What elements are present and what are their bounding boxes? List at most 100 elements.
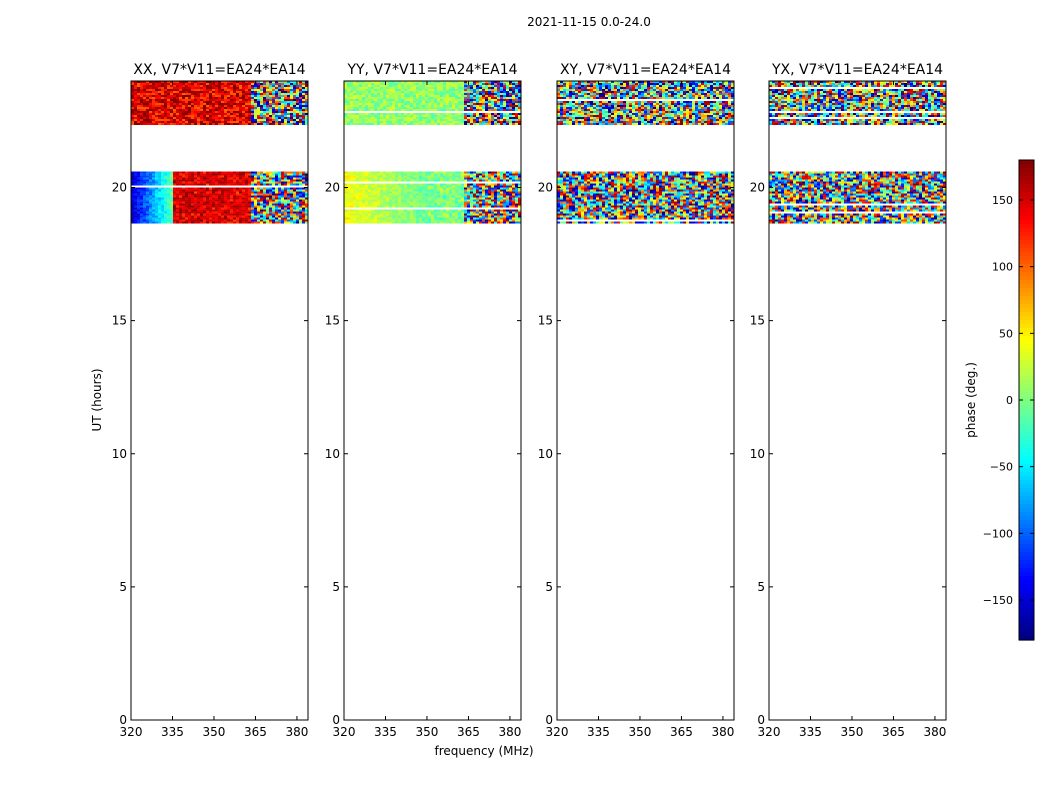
heatmap-cell [449,107,452,109]
heatmap-cell [209,115,212,117]
heatmap-cell [191,174,194,176]
heatmap-cell [461,196,464,198]
heatmap-cell [260,180,263,182]
heatmap-cell [143,218,146,220]
heatmap-cell [389,101,392,103]
heatmap-cell [293,216,296,218]
heatmap-cell [302,182,305,184]
heatmap-cell [236,174,239,176]
heatmap-cell [212,210,215,212]
heatmap-cell [173,123,176,125]
heatmap-cell [356,109,359,111]
heatmap-cell [269,103,272,105]
y-tick-label: 5 [119,580,127,594]
heatmap-cell [137,194,140,196]
heatmap-cell [296,200,299,202]
heatmap-cell [404,97,407,99]
heatmap-cell [461,85,464,87]
heatmap-cell [164,101,167,103]
heatmap-cell [380,83,383,85]
heatmap-cell [257,182,260,184]
heatmap-cell [134,202,137,204]
heatmap-cell [365,93,368,95]
heatmap-cell [194,99,197,101]
heatmap-cell [473,172,476,174]
heatmap-cell [473,174,476,176]
heatmap-cell [236,184,239,186]
heatmap-cell [191,121,194,123]
heatmap-cell [497,121,500,123]
y-tick-label: 10 [112,447,127,461]
heatmap-cell [293,89,296,91]
heatmap-cell [167,105,170,107]
heatmap-cell [236,220,239,222]
heatmap-cell [227,210,230,212]
heatmap-cell [185,121,188,123]
heatmap-cell [161,218,164,220]
heatmap-cell [395,83,398,85]
heatmap-cell [383,202,386,204]
heatmap-cell [380,121,383,123]
heatmap-cell [182,85,185,87]
heatmap-cell [158,182,161,184]
heatmap-cell [200,95,203,97]
heatmap-cell [512,87,515,89]
heatmap-cell [401,176,404,178]
heatmap-cell [356,99,359,101]
heatmap-cell [218,218,221,220]
heatmap-cell [281,87,284,89]
heatmap-cell [251,178,254,180]
heatmap-cell [230,172,233,174]
heatmap-cell [473,204,476,206]
heatmap-cell [446,178,449,180]
heatmap-cell [452,202,455,204]
heatmap-cell [203,93,206,95]
heatmap-cell [416,196,419,198]
heatmap-cell [362,172,365,174]
heatmap-cell [206,113,209,115]
heatmap-cell [173,200,176,202]
heatmap-cell [257,200,260,202]
heatmap-cell [467,121,470,123]
heatmap-cell [425,93,428,95]
heatmap-cell [347,87,350,89]
heatmap-cell [356,176,359,178]
heatmap-cell [221,83,224,85]
heatmap-cell [149,190,152,192]
heatmap-cell [275,182,278,184]
heatmap-cell [161,220,164,222]
heatmap-cell [227,176,230,178]
heatmap-cell [218,91,221,93]
heatmap-cell [266,111,269,113]
heatmap-cell [146,121,149,123]
heatmap-cell [296,107,299,109]
heatmap-cell [509,178,512,180]
heatmap-cell [188,182,191,184]
heatmap-cell [299,214,302,216]
heatmap-cell [173,119,176,121]
heatmap-cell [260,216,263,218]
heatmap-cell [293,119,296,121]
heatmap-cell [398,176,401,178]
heatmap-cell [233,200,236,202]
heatmap-cell [506,89,509,91]
heatmap-cell [413,91,416,93]
heatmap-cell [302,123,305,125]
heatmap-cell [425,87,428,89]
heatmap-cell [164,180,167,182]
heatmap-cell [362,87,365,89]
heatmap-cell [155,202,158,204]
heatmap-cell [281,198,284,200]
heatmap-cell [509,180,512,182]
heatmap-cell [257,119,260,121]
heatmap-cell [158,222,161,224]
heatmap-cell [221,113,224,115]
heatmap-cell [470,101,473,103]
heatmap-cell [371,194,374,196]
heatmap-cell [263,107,266,109]
heatmap-cell [278,222,281,224]
heatmap-cell [434,184,437,186]
heatmap-cell [437,188,440,190]
heatmap-cell [470,194,473,196]
heatmap-cell [371,192,374,194]
